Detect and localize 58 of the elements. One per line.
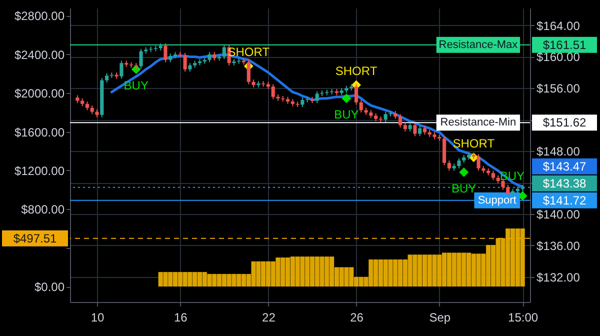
candlestick [359,99,363,114]
text: BUY [452,181,476,196]
candlestick [120,60,124,80]
text: BUY [334,107,359,122]
candlestick [139,48,143,70]
ref-line-label: Resistance-Min [440,116,516,129]
y2-tick-label: $0.00 [34,280,65,294]
candlestick [315,90,319,104]
candlestick [413,122,417,137]
point [342,94,352,104]
candlestick [300,97,304,108]
candlestick [491,170,496,181]
x-tick-label: 26 [350,310,364,324]
ref-line-label: $497.51 [13,231,58,246]
candlestick [354,84,358,106]
y-tick-label: $148.00 [536,144,580,159]
text: BUY [124,78,148,92]
y2-tick-label: $2400.00 [14,48,65,62]
y-tick-label: $132.00 [536,270,580,284]
annotation: $143.47 [542,159,587,174]
y2-tick-label: $800.00 [21,202,65,217]
x-tick-label: 16 [174,310,188,324]
candlestick [164,42,168,63]
x-tick-label: Sep [429,310,451,324]
y2-tick-label: $2000.00 [14,86,65,101]
candlestick [222,44,226,60]
candlestick [384,111,388,122]
y-tick-label: $140.00 [536,207,580,222]
ref-line-label: Support [478,194,516,206]
candlestick [271,84,275,100]
y2-tick-label: $2800.00 [14,9,65,24]
candlestick [104,72,109,84]
y2-tick-label: $1200.00 [14,164,65,178]
candlestick [447,160,451,172]
series-label: SHORT [452,136,496,150]
annotation: $143.38 [542,176,587,190]
y-tick-label: $164.00 [536,18,580,33]
candlestick [183,52,187,72]
x-tick-label: 10 [90,310,105,324]
text: SHORT [335,64,378,78]
candlestick [208,52,212,63]
candlestick [246,59,250,85]
ref-line-label: Resistance-Max [438,38,518,51]
candlestick [418,125,422,137]
candlestick [506,184,510,196]
y-tick-label: $136.00 [536,238,580,253]
annotation: $161.51 [542,38,587,52]
y-tick-label: $156.00 [536,82,580,96]
annotation: $141.72 [542,193,587,208]
candlestick [476,154,480,172]
candlestick [457,158,461,169]
y-tick-label: $160.00 [536,50,580,64]
x-tick-label: 22 [262,310,276,324]
candlestick [398,114,402,128]
point [459,168,469,178]
x-tick-label: 15:00 [508,310,538,324]
annotation: $151.62 [542,116,587,130]
y2-tick-label: $1600.00 [14,125,65,140]
